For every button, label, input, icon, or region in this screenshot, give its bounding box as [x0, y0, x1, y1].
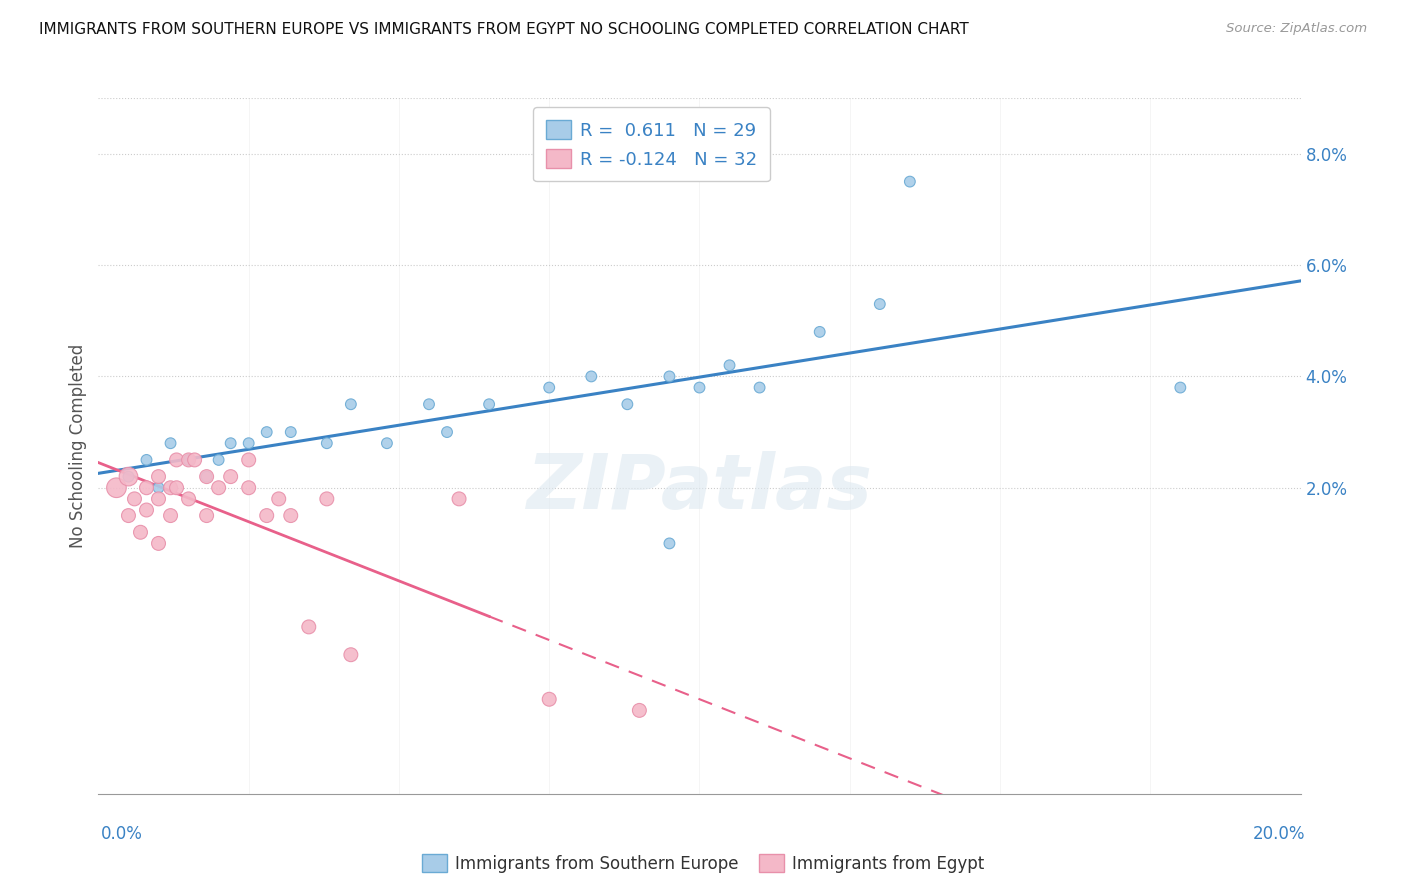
Point — [315, 491, 337, 506]
Point — [238, 481, 260, 495]
Point — [159, 508, 181, 523]
Point — [117, 469, 139, 483]
Point — [195, 469, 218, 483]
Point — [256, 508, 278, 523]
Point — [267, 491, 290, 506]
Point — [689, 380, 711, 394]
Point — [177, 453, 200, 467]
Point — [718, 359, 741, 373]
Point — [177, 491, 200, 506]
Point — [183, 453, 205, 467]
Point — [195, 469, 218, 483]
Point — [280, 425, 302, 439]
Point — [166, 453, 188, 467]
Point — [135, 453, 157, 467]
Point — [159, 436, 181, 450]
Point — [208, 481, 231, 495]
Point — [418, 397, 440, 411]
Point — [1170, 380, 1192, 394]
Point — [129, 525, 152, 540]
Point — [898, 175, 921, 189]
Point — [238, 436, 260, 450]
Point — [148, 469, 170, 483]
Point — [166, 481, 188, 495]
Text: Source: ZipAtlas.com: Source: ZipAtlas.com — [1226, 22, 1367, 36]
Text: 20.0%: 20.0% — [1253, 825, 1305, 843]
Point — [315, 436, 337, 450]
Point — [208, 453, 231, 467]
Point — [808, 325, 831, 339]
Point — [748, 380, 770, 394]
Point — [177, 453, 200, 467]
Point — [148, 481, 170, 495]
Point — [117, 508, 139, 523]
Point — [195, 508, 218, 523]
Point — [658, 536, 681, 550]
Point — [148, 491, 170, 506]
Point — [135, 481, 157, 495]
Text: 0.0%: 0.0% — [101, 825, 143, 843]
Point — [148, 536, 170, 550]
Point — [436, 425, 458, 439]
Point — [117, 469, 139, 483]
Point — [538, 692, 561, 706]
Point — [105, 481, 128, 495]
Point — [159, 481, 181, 495]
Point — [219, 436, 242, 450]
Point — [298, 620, 321, 634]
Point — [447, 491, 470, 506]
Point — [628, 703, 651, 717]
Point — [375, 436, 398, 450]
Text: ZIPatlas: ZIPatlas — [526, 450, 873, 524]
Point — [340, 648, 363, 662]
Point — [538, 380, 561, 394]
Point — [581, 369, 603, 384]
Point — [658, 369, 681, 384]
Point — [616, 397, 638, 411]
Point — [135, 503, 157, 517]
Point — [280, 508, 302, 523]
Point — [124, 491, 146, 506]
Point — [219, 469, 242, 483]
Point — [869, 297, 891, 311]
Y-axis label: No Schooling Completed: No Schooling Completed — [69, 344, 87, 548]
Point — [478, 397, 501, 411]
Point — [238, 453, 260, 467]
Point — [256, 425, 278, 439]
Point — [340, 397, 363, 411]
Legend: Immigrants from Southern Europe, Immigrants from Egypt: Immigrants from Southern Europe, Immigra… — [415, 847, 991, 880]
Text: IMMIGRANTS FROM SOUTHERN EUROPE VS IMMIGRANTS FROM EGYPT NO SCHOOLING COMPLETED : IMMIGRANTS FROM SOUTHERN EUROPE VS IMMIG… — [39, 22, 969, 37]
Legend: R =  0.611   N = 29, R = -0.124   N = 32: R = 0.611 N = 29, R = -0.124 N = 32 — [533, 107, 769, 181]
